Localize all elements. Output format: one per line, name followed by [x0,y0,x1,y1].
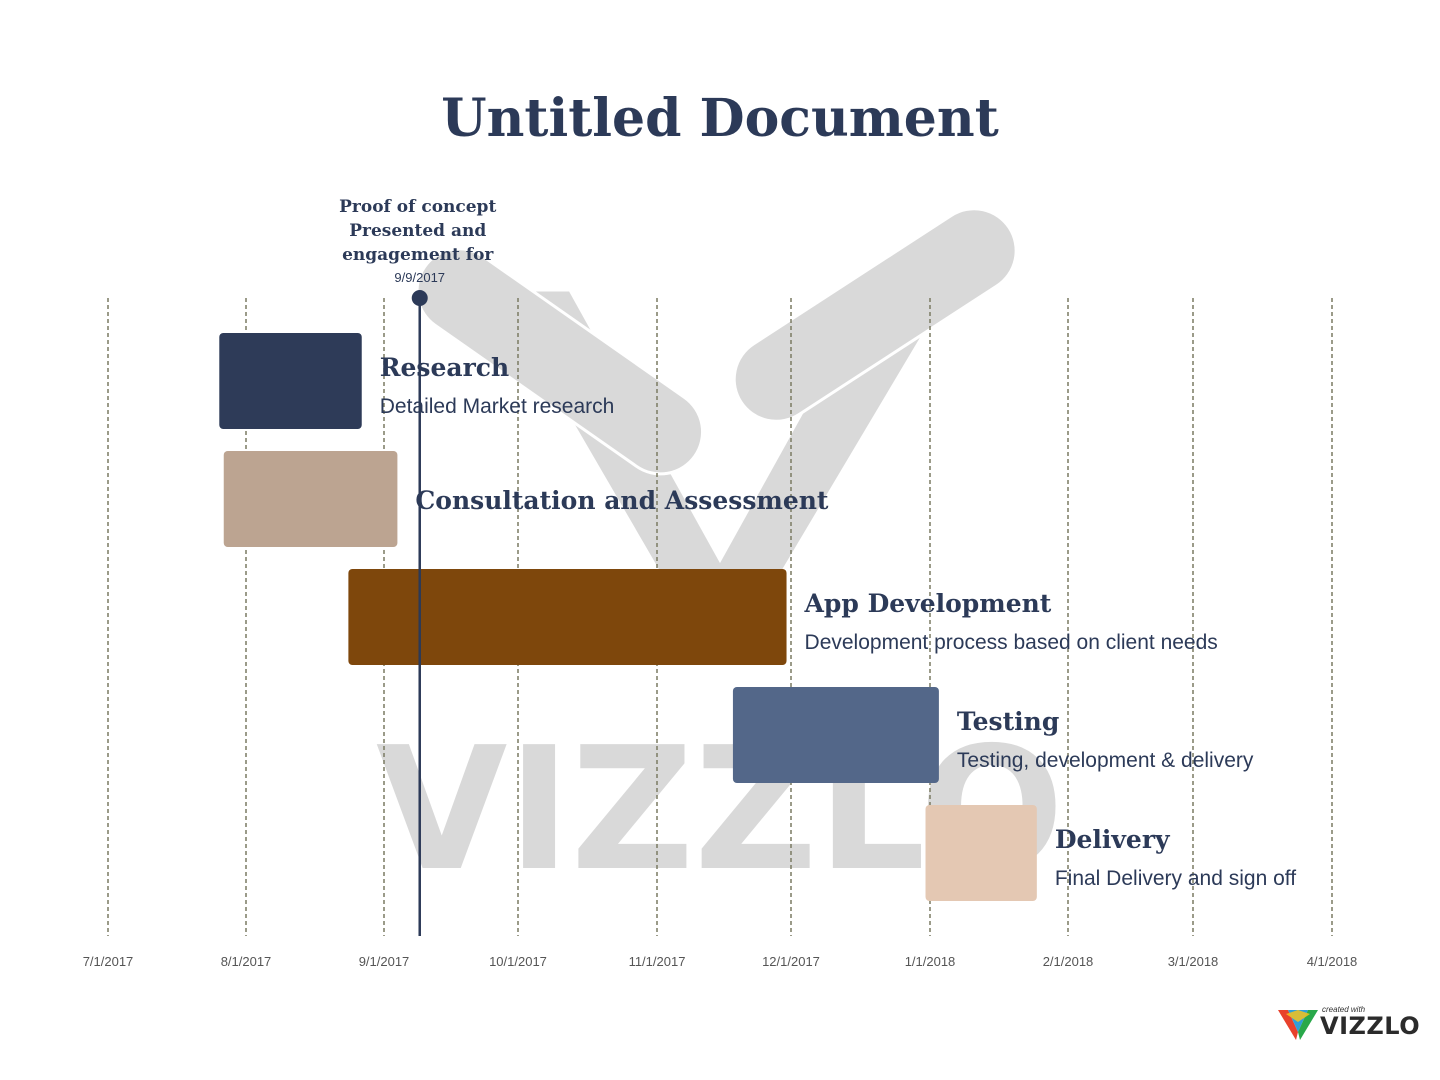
task-bar [925,805,1037,901]
brand-name: VIZZLO [1320,1012,1421,1040]
x-tick-label: 10/1/2017 [489,954,547,969]
x-tick-label: 8/1/2017 [221,954,272,969]
x-axis-ticks: 7/1/2017 8/1/2017 9/1/2017 10/1/2017 11/1/20… [83,954,1358,969]
task-description-label: Testing, development & delivery [957,749,1254,772]
task-name-label: Consultation and Assessment [415,486,829,515]
milestone-marker [411,290,428,306]
watermark-bar-left [415,247,705,476]
x-tick-label: 3/1/2018 [1168,954,1219,969]
x-tick-label: 4/1/2018 [1307,954,1358,969]
task-description-label: Detailed Market research [380,395,615,418]
task-description-label: Final Delivery and sign off [1055,867,1296,890]
x-tick-label: 7/1/2017 [83,954,134,969]
x-tick-label: 11/1/2017 [629,954,686,969]
x-tick-label: 2/1/2018 [1043,954,1094,969]
task-bar [223,451,398,547]
watermark-bar-right [732,207,1018,423]
task-bar [348,569,787,665]
task-name-label: App Development [804,589,1052,618]
x-tick-label: 9/1/2017 [359,954,410,969]
task-name-label: Testing [957,707,1059,736]
milestone-date: 9/9/2017 [394,270,445,285]
milestone-label: Proof of concept Presented and engagement … [339,197,496,265]
task-name-label: Delivery [1055,825,1171,854]
task-bars: Research Detailed Market research Consulta… [219,333,1296,901]
milestones: Proof of concept Presented and engagement … [339,197,496,936]
task-bar [732,687,939,783]
x-tick-label: 12/1/2017 [762,954,820,969]
chart-title: Untitled Document [441,88,999,149]
task-bar [219,333,362,429]
task-description-label: Development process based on client need… [805,631,1218,654]
x-tick-label: 1/1/2018 [905,954,956,969]
task-name-label: Research [380,353,509,382]
vizzlo-logo-icon [1278,1010,1318,1040]
brand-created-with: created with [1322,1005,1366,1014]
